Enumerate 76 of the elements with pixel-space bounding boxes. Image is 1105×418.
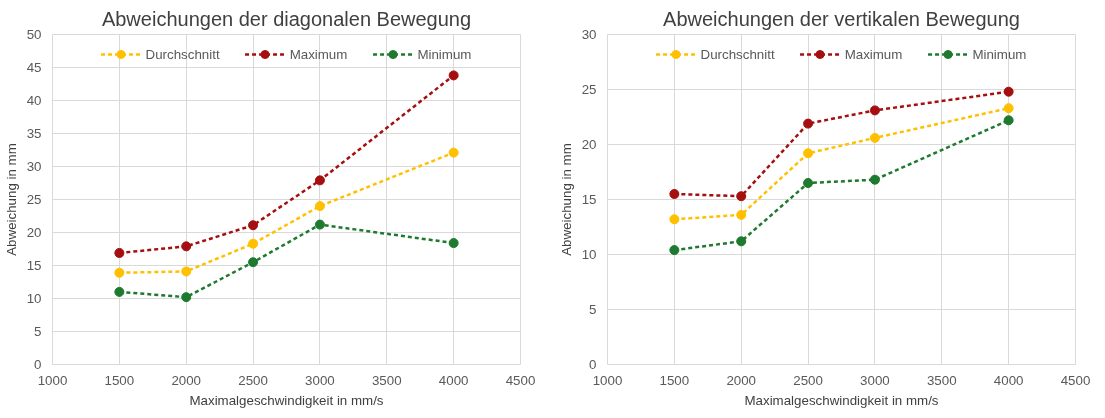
x-tick-label: 2000 — [726, 372, 757, 388]
x-tick-label: 4000 — [993, 372, 1024, 388]
point — [803, 148, 814, 159]
y-tick-label: 10 — [26, 291, 42, 306]
point — [314, 201, 325, 212]
y-tick-label: 0 — [34, 357, 42, 372]
x-tick-label: 1000 — [592, 372, 623, 388]
point — [248, 257, 259, 268]
point — [736, 236, 747, 247]
point — [114, 267, 125, 278]
point — [248, 238, 259, 249]
point — [869, 105, 880, 116]
chart-title: Abweichungen der vertikalen Bewegung — [663, 7, 1020, 30]
point — [736, 209, 747, 220]
x-tick-label: 2500 — [238, 372, 268, 388]
y-tick-label: 40 — [26, 93, 42, 108]
y-tick-label: 25 — [26, 192, 42, 207]
legend-label: Maximum — [844, 46, 903, 62]
point — [181, 292, 192, 303]
y-tick-label: 15 — [26, 258, 42, 273]
point — [669, 245, 680, 256]
x-tick-label: 2000 — [171, 372, 202, 388]
point — [248, 220, 259, 231]
point — [669, 214, 680, 225]
point — [181, 266, 192, 277]
legend-label: Durchschnitt — [145, 46, 220, 62]
point — [181, 241, 192, 252]
x-tick-label: 3000 — [305, 372, 335, 388]
point — [1003, 103, 1014, 114]
x-axis-title: Maximalgeschwindigkeit in mm/s — [189, 392, 384, 408]
y-tick-label: 30 — [581, 27, 597, 42]
point — [114, 247, 125, 258]
point — [448, 147, 459, 158]
legend-label: Minimum — [972, 46, 1027, 62]
point — [1003, 115, 1014, 126]
point — [803, 178, 814, 188]
legend-label: Minimum — [417, 46, 472, 62]
x-tick-label: 4000 — [438, 372, 469, 388]
chart-title: Abweichungen der diagonalen Bewegung — [101, 7, 472, 30]
point — [869, 174, 880, 185]
point — [448, 238, 459, 249]
y-tick-label: 50 — [26, 27, 42, 42]
point — [869, 132, 880, 143]
point — [1003, 86, 1014, 97]
y-tick-label: 5 — [589, 302, 597, 317]
x-tick-label: 2500 — [793, 372, 823, 388]
x-axis-title: Maximalgeschwindigkeit in mm/s — [744, 392, 939, 408]
y-tick-label: 25 — [581, 82, 597, 97]
y-tick-label: 20 — [581, 137, 597, 152]
point — [669, 189, 680, 199]
point — [803, 118, 814, 129]
point — [448, 70, 459, 81]
x-tick-label: 1000 — [37, 372, 68, 388]
y-axis-title: Abweichung in mm — [558, 143, 574, 256]
x-tick-label: 4500 — [1060, 372, 1091, 388]
x-tick-label: 3000 — [860, 372, 890, 388]
y-tick-label: 15 — [581, 192, 597, 207]
legend-label: Durchschnitt — [700, 46, 775, 62]
x-tick-label: 1500 — [659, 372, 690, 388]
y-tick-label: 20 — [26, 225, 42, 240]
point — [314, 219, 325, 230]
point — [736, 191, 747, 202]
point — [314, 175, 325, 186]
x-tick-label: 1500 — [104, 372, 135, 388]
x-tick-label: 4500 — [505, 372, 536, 388]
y-tick-label: 0 — [589, 357, 597, 372]
y-axis-title: Abweichung in mm — [3, 143, 19, 256]
y-tick-label: 10 — [581, 247, 597, 262]
legend-label: Maximum — [289, 46, 348, 62]
point — [114, 286, 125, 297]
x-tick-label: 3500 — [371, 372, 402, 388]
y-tick-label: 5 — [34, 324, 42, 339]
y-tick-label: 30 — [26, 159, 42, 174]
y-tick-label: 45 — [26, 60, 42, 75]
y-tick-label: 35 — [26, 126, 42, 141]
x-tick-label: 3500 — [926, 372, 957, 388]
